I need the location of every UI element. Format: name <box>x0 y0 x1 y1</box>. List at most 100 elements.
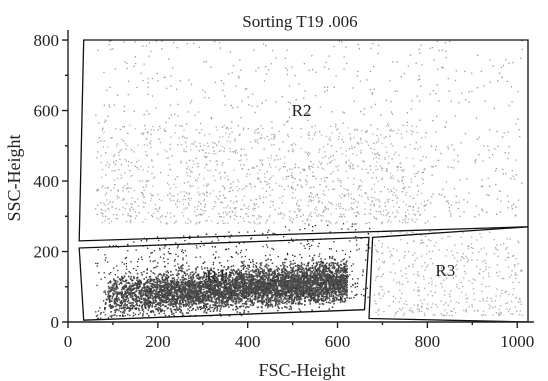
data-point <box>146 304 149 306</box>
data-point <box>315 265 317 267</box>
data-point <box>310 292 312 295</box>
data-point <box>181 279 184 281</box>
data-point <box>146 302 149 304</box>
data-point <box>147 294 150 297</box>
data-point <box>185 278 188 281</box>
data-point <box>137 299 140 302</box>
data-point <box>288 308 291 310</box>
data-point <box>285 273 287 275</box>
data-point <box>301 292 303 295</box>
data-point <box>195 299 198 301</box>
data-point <box>182 315 185 317</box>
data-point <box>169 294 171 297</box>
data-point <box>261 310 263 312</box>
data-point <box>108 304 111 307</box>
data-point <box>137 296 140 299</box>
data-point <box>322 297 324 300</box>
data-point <box>311 280 314 282</box>
data-point <box>289 264 291 267</box>
data-point <box>143 284 145 287</box>
data-point <box>150 285 152 287</box>
data-point <box>227 299 229 302</box>
data-point <box>286 288 288 290</box>
data-point <box>340 267 342 269</box>
data-point <box>265 293 267 296</box>
data-point <box>158 284 160 286</box>
data-point <box>221 295 224 297</box>
data-point <box>227 278 230 280</box>
data-point <box>264 279 266 281</box>
data-point <box>146 282 149 284</box>
data-point <box>295 275 298 278</box>
data-point <box>193 279 196 282</box>
data-point <box>239 273 241 276</box>
data-point <box>236 295 239 297</box>
data-point <box>246 300 248 302</box>
data-point <box>307 293 309 296</box>
data-point <box>132 306 135 308</box>
data-point <box>325 281 328 284</box>
data-point <box>213 289 216 291</box>
data-point <box>147 278 150 281</box>
data-point <box>284 279 287 282</box>
data-point <box>211 298 213 301</box>
data-point <box>170 299 173 302</box>
data-point <box>138 300 141 303</box>
data-point <box>118 292 120 294</box>
data-point <box>159 285 161 287</box>
data-point <box>311 271 313 273</box>
data-point <box>142 315 144 317</box>
data-point <box>267 305 270 307</box>
data-point <box>179 289 181 291</box>
data-point <box>270 273 273 276</box>
data-point <box>123 312 126 314</box>
data-point <box>282 284 285 287</box>
data-point <box>334 286 336 289</box>
data-point <box>343 268 346 270</box>
data-point <box>168 300 170 302</box>
data-point <box>328 295 331 298</box>
data-point <box>199 286 201 288</box>
data-point <box>271 272 274 274</box>
data-point <box>158 288 161 291</box>
data-point <box>303 278 305 281</box>
data-point <box>145 289 148 292</box>
data-point <box>154 298 156 301</box>
data-point <box>284 306 287 308</box>
data-point <box>338 291 341 294</box>
data-point <box>227 301 229 303</box>
data-point <box>204 304 207 307</box>
data-point <box>266 306 269 309</box>
data-point <box>115 286 117 289</box>
data-point <box>228 280 230 282</box>
data-point <box>265 294 268 297</box>
data-point <box>241 282 244 284</box>
data-point <box>297 284 300 286</box>
data-point <box>157 277 159 280</box>
data-point <box>212 304 214 306</box>
data-point <box>234 300 237 303</box>
data-point <box>228 306 230 308</box>
data-point <box>206 287 208 290</box>
data-point <box>308 290 311 293</box>
data-point <box>184 303 186 306</box>
data-point <box>299 265 301 268</box>
data-point <box>228 282 231 284</box>
data-point <box>263 287 265 289</box>
data-point <box>243 275 245 277</box>
data-point <box>172 303 175 305</box>
data-point <box>123 275 126 277</box>
data-point <box>182 274 184 277</box>
data-point <box>287 280 290 282</box>
data-point <box>154 290 157 292</box>
data-point <box>310 273 312 275</box>
data-point <box>195 299 197 302</box>
data-point <box>178 284 181 287</box>
data-point <box>204 280 206 282</box>
data-point <box>265 285 268 288</box>
data-point <box>299 289 301 291</box>
data-point <box>136 282 138 285</box>
data-point <box>229 293 231 295</box>
data-point <box>113 299 116 301</box>
data-point <box>331 266 334 269</box>
